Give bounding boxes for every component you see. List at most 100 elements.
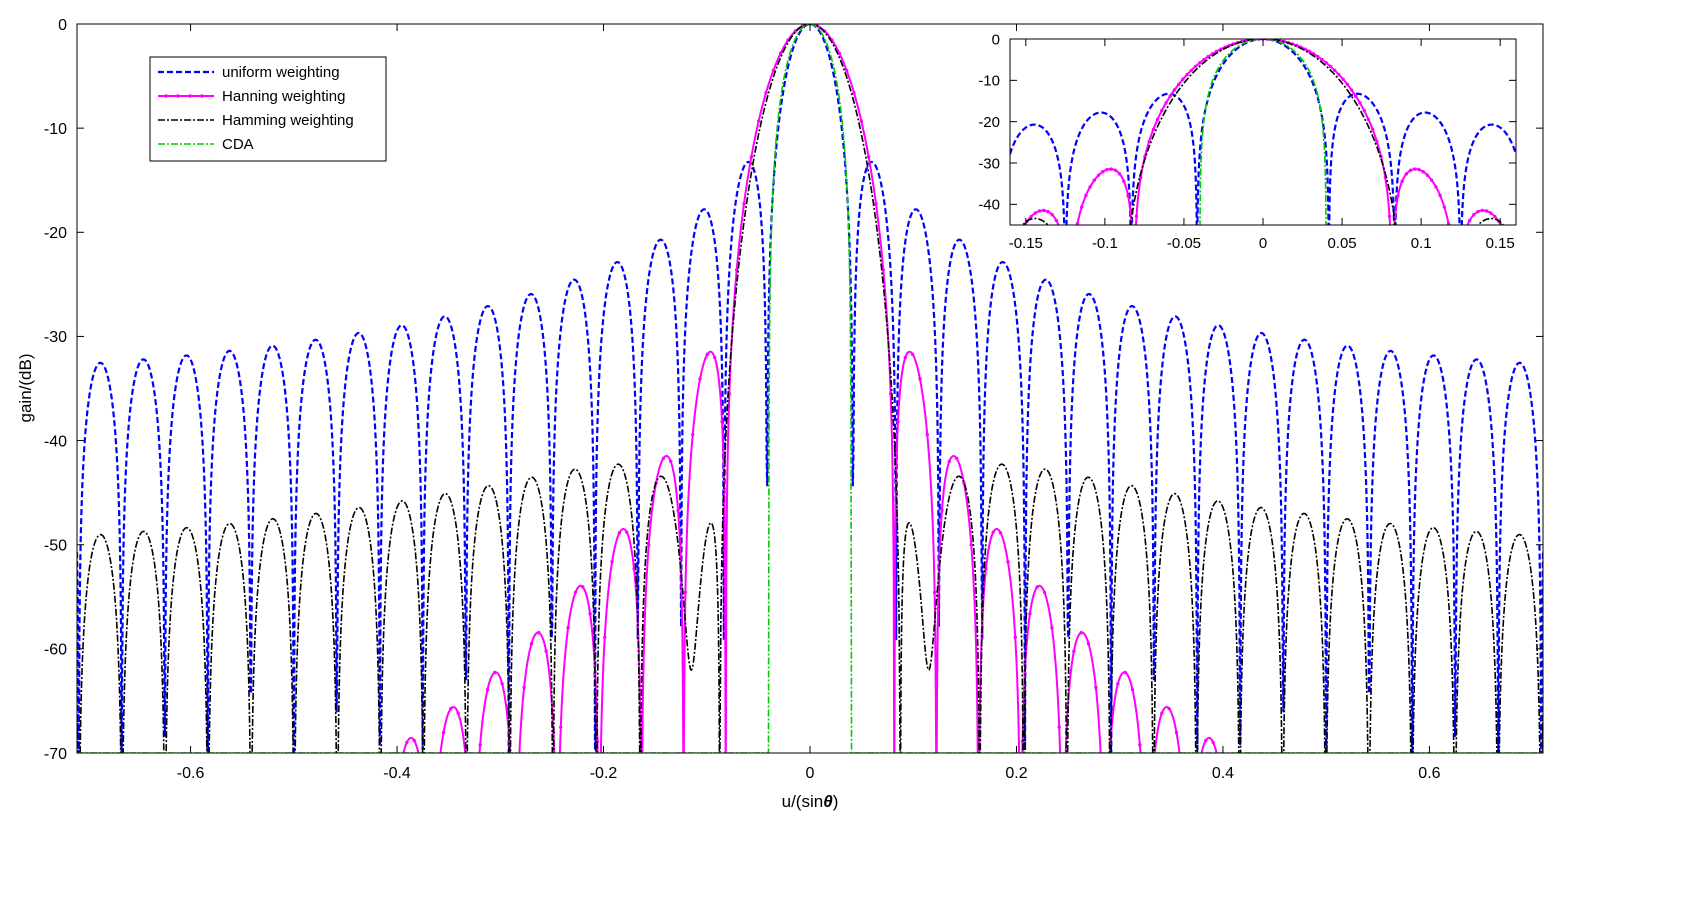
main-y-ticks: 0 -10 -20 -30 -40 -50 -60 -70 <box>44 17 1543 763</box>
x-tick-label: -0.4 <box>383 765 411 782</box>
series-marker <box>449 706 453 711</box>
series-marker <box>544 649 548 653</box>
series-marker <box>1193 64 1198 69</box>
series-marker <box>1345 82 1350 87</box>
x-tick-label: -0.1 <box>1092 235 1118 252</box>
series-marker <box>1072 649 1076 653</box>
series-marker <box>932 590 937 595</box>
series-marker <box>852 91 856 95</box>
series-marker <box>1174 730 1179 735</box>
series-marker <box>1472 213 1476 217</box>
series-marker <box>969 543 973 547</box>
series-marker <box>669 459 673 464</box>
series-marker <box>1375 139 1379 144</box>
series-marker <box>1425 173 1430 177</box>
series-marker <box>1042 208 1046 213</box>
series-marker <box>1117 172 1122 176</box>
y-axis-label: gain/(dB) <box>16 354 35 423</box>
series-marker <box>698 377 702 381</box>
series-marker <box>588 612 592 616</box>
series-marker <box>683 590 688 595</box>
series-marker <box>1189 68 1194 73</box>
series-marker <box>1476 209 1480 214</box>
legend-label: Hanning weighting <box>222 88 345 105</box>
x-tick-label: 0 <box>1259 235 1267 252</box>
series-marker <box>1396 194 1400 198</box>
series-marker <box>691 432 695 437</box>
series-marker <box>1417 167 1421 172</box>
x-tick-label: -0.05 <box>1167 235 1201 252</box>
series-marker <box>1006 559 1010 564</box>
series-line-uniform-weighting <box>1010 39 1516 225</box>
series-marker <box>749 155 754 159</box>
series-marker <box>1442 205 1447 209</box>
series-marker <box>1105 167 1109 172</box>
series-marker <box>1404 172 1409 176</box>
legend: uniform weighting Hanning weighting Hammin… <box>149 56 387 162</box>
x-tick-label: 0.4 <box>1212 765 1234 782</box>
series-marker <box>1160 108 1164 113</box>
series-marker <box>456 711 460 715</box>
x-tick-label: 0.1 <box>1411 235 1432 252</box>
series-marker <box>1320 57 1324 62</box>
series-marker <box>1035 585 1039 589</box>
series-marker <box>1198 61 1202 65</box>
series-marker <box>1434 185 1438 189</box>
series-marker <box>1489 211 1493 215</box>
series-marker <box>720 420 724 424</box>
series-marker <box>559 725 563 729</box>
series-marker <box>1147 139 1151 144</box>
series-marker <box>405 740 409 745</box>
y-tick-label: 0 <box>58 17 67 34</box>
series-marker <box>925 432 929 437</box>
series-marker <box>991 530 995 534</box>
series-marker <box>441 730 446 735</box>
series-marker <box>1094 685 1098 690</box>
series-marker <box>1134 214 1139 219</box>
series-marker <box>778 51 783 55</box>
series-marker <box>1185 72 1189 77</box>
series-marker <box>1116 682 1120 686</box>
series-marker <box>1493 214 1497 219</box>
series-marker <box>1316 54 1320 59</box>
series-marker <box>713 355 717 360</box>
y-tick-label: -50 <box>44 537 67 554</box>
series-marker <box>1037 209 1042 213</box>
y-tick-label: -10 <box>978 73 1000 90</box>
series-marker <box>1324 61 1328 65</box>
series-marker <box>910 352 915 356</box>
series-marker <box>742 202 746 206</box>
series-marker <box>1028 612 1032 616</box>
series-marker <box>866 155 871 159</box>
y-tick-label: -20 <box>44 225 67 242</box>
series-marker <box>859 119 864 123</box>
series-marker <box>1429 178 1434 182</box>
series-marker <box>1092 178 1097 182</box>
series-marker <box>1057 725 1061 729</box>
series-marker <box>1155 117 1160 122</box>
series-marker <box>771 68 776 73</box>
series-marker <box>1143 154 1147 159</box>
series-marker <box>1130 687 1135 692</box>
legend-marker <box>164 94 168 98</box>
series-marker <box>1332 68 1337 73</box>
series-line-uniform-weighting <box>77 24 1543 753</box>
y-tick-label: -70 <box>44 746 67 763</box>
series-marker <box>1408 168 1413 173</box>
series-marker <box>1075 221 1080 225</box>
series-marker <box>676 508 680 513</box>
x-tick-label: -0.2 <box>590 765 618 782</box>
series-marker <box>1013 635 1017 639</box>
series-marker <box>610 559 614 564</box>
series-marker <box>1050 213 1054 217</box>
series-marker <box>1139 175 1143 180</box>
x-tick-label: 0.2 <box>1005 765 1027 782</box>
series-marker <box>1046 209 1050 214</box>
series-marker <box>1354 94 1358 98</box>
y-tick-label: 0 <box>992 31 1000 48</box>
series-marker <box>1484 209 1489 213</box>
series-marker <box>998 531 1003 535</box>
series-marker <box>412 738 416 743</box>
y-tick-label: -20 <box>978 114 1000 131</box>
